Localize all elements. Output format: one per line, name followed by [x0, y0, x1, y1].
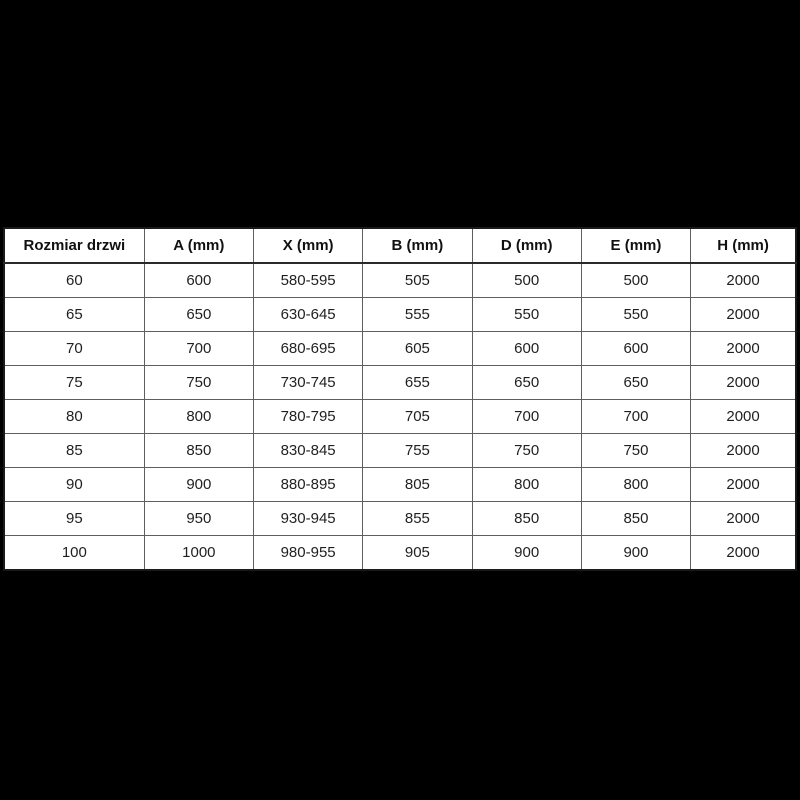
table-cell: 980-955 — [252, 535, 364, 571]
column-header: B (mm) — [362, 227, 473, 264]
table-cell: 800 — [143, 399, 254, 434]
table-cell: 655 — [362, 365, 473, 400]
table-cell: 600 — [471, 331, 582, 366]
table-header-row: Rozmiar drzwi A (mm) X (mm) B (mm) D (mm) E (… — [3, 227, 797, 264]
table-cell: 1000 — [143, 535, 254, 571]
table-cell: 2000 — [690, 467, 797, 502]
table-row: 90 900 880-895 805 800 800 2000 — [3, 467, 797, 502]
table-cell: 930-945 — [252, 501, 364, 536]
table-cell: 80 — [3, 399, 145, 434]
table-cell: 900 — [471, 535, 582, 571]
table-cell: 880-895 — [252, 467, 364, 502]
table-cell: 70 — [3, 331, 145, 366]
table-row: 65 650 630-645 555 550 550 2000 — [3, 297, 797, 332]
table-cell: 2000 — [690, 297, 797, 332]
table-cell: 600 — [143, 262, 254, 298]
table-cell: 600 — [580, 331, 692, 366]
table-cell: 700 — [471, 399, 582, 434]
table-cell: 2000 — [690, 501, 797, 536]
table-cell: 850 — [580, 501, 692, 536]
table-cell: 650 — [143, 297, 254, 332]
table-cell: 905 — [362, 535, 473, 571]
table-cell: 85 — [3, 433, 145, 468]
table-cell: 750 — [471, 433, 582, 468]
table-cell: 2000 — [690, 331, 797, 366]
column-header: A (mm) — [143, 227, 254, 264]
table-cell: 630-645 — [252, 297, 364, 332]
table-cell: 100 — [3, 535, 145, 571]
table-cell: 550 — [471, 297, 582, 332]
table-cell: 750 — [580, 433, 692, 468]
table-cell: 800 — [471, 467, 582, 502]
table-cell: 95 — [3, 501, 145, 536]
table-cell: 805 — [362, 467, 473, 502]
door-size-spec-table: Rozmiar drzwi A (mm) X (mm) B (mm) D (mm) E (… — [3, 227, 797, 571]
table-row: 80 800 780-795 705 700 700 2000 — [3, 399, 797, 434]
table-cell: 700 — [143, 331, 254, 366]
table-cell: 780-795 — [252, 399, 364, 434]
table-cell: 2000 — [690, 433, 797, 468]
table-cell: 2000 — [690, 262, 797, 298]
table-cell: 680-695 — [252, 331, 364, 366]
table-cell: 500 — [580, 262, 692, 298]
table-cell: 830-845 — [252, 433, 364, 468]
table-row: 85 850 830-845 755 750 750 2000 — [3, 433, 797, 468]
table-cell: 75 — [3, 365, 145, 400]
table-cell: 2000 — [690, 365, 797, 400]
table-cell: 550 — [580, 297, 692, 332]
table-cell: 500 — [471, 262, 582, 298]
table-cell: 605 — [362, 331, 473, 366]
table-cell: 900 — [580, 535, 692, 571]
table-cell: 90 — [3, 467, 145, 502]
table-cell: 650 — [580, 365, 692, 400]
table-cell: 900 — [143, 467, 254, 502]
table-cell: 65 — [3, 297, 145, 332]
table-cell: 755 — [362, 433, 473, 468]
table-row: 70 700 680-695 605 600 600 2000 — [3, 331, 797, 366]
column-header: X (mm) — [252, 227, 364, 264]
table-cell: 730-745 — [252, 365, 364, 400]
table-row: 60 600 580-595 505 500 500 2000 — [3, 262, 797, 298]
column-header: Rozmiar drzwi — [3, 227, 145, 264]
table-cell: 705 — [362, 399, 473, 434]
table-cell: 700 — [580, 399, 692, 434]
table-cell: 505 — [362, 262, 473, 298]
table-cell: 2000 — [690, 535, 797, 571]
door-size-spec-table-container: Rozmiar drzwi A (mm) X (mm) B (mm) D (mm) E (… — [3, 227, 797, 571]
column-header: E (mm) — [580, 227, 692, 264]
table-row: 95 950 930-945 855 850 850 2000 — [3, 501, 797, 536]
table-row: 100 1000 980-955 905 900 900 2000 — [3, 535, 797, 571]
table-body: 60 600 580-595 505 500 500 2000 65 650 630-645 555… — [3, 262, 797, 571]
table-cell: 580-595 — [252, 262, 364, 298]
table-cell: 650 — [471, 365, 582, 400]
table-cell: 950 — [143, 501, 254, 536]
table-cell: 750 — [143, 365, 254, 400]
column-header: D (mm) — [471, 227, 582, 264]
table-cell: 850 — [143, 433, 254, 468]
table-cell: 2000 — [690, 399, 797, 434]
table-cell: 855 — [362, 501, 473, 536]
table-cell: 800 — [580, 467, 692, 502]
table-cell: 850 — [471, 501, 582, 536]
column-header: H (mm) — [690, 227, 797, 264]
table-cell: 555 — [362, 297, 473, 332]
table-row: 75 750 730-745 655 650 650 2000 — [3, 365, 797, 400]
table-cell: 60 — [3, 262, 145, 298]
